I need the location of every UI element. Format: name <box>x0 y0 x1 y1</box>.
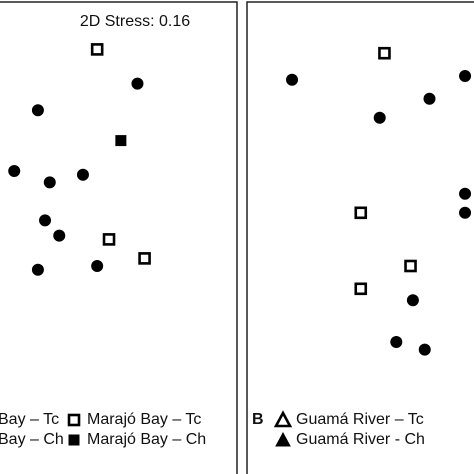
marker-circle <box>406 294 419 307</box>
marker-triangle <box>275 431 291 447</box>
marker-square <box>67 413 81 427</box>
legend-label: Marajó Bay – Tc <box>87 411 201 428</box>
marker-square <box>68 434 80 446</box>
marker-square <box>404 259 417 273</box>
marker-square <box>354 282 368 296</box>
panel-frame <box>0 1 238 474</box>
marker-circle <box>39 214 52 227</box>
marker-circle <box>459 70 472 82</box>
marker-square <box>138 252 151 265</box>
marker-square <box>354 206 368 220</box>
marker-circle <box>8 165 21 177</box>
marker-circle <box>53 229 66 242</box>
marker-circle <box>459 187 472 200</box>
annotation: 2D Stress: 0.16 <box>80 13 190 30</box>
marker-circle <box>91 260 104 272</box>
legend-label: Marajó Bay – Ch <box>87 431 206 448</box>
legend-label: Guamá River – Tc <box>296 411 424 428</box>
marker-square <box>102 233 116 246</box>
marker-square <box>378 46 391 60</box>
legend-label: Bay – Tc <box>0 411 59 428</box>
marker-circle <box>131 77 144 90</box>
marker-circle <box>76 168 89 181</box>
marker-circle <box>286 73 299 86</box>
marker-circle <box>390 336 403 348</box>
marker-circle <box>43 176 56 189</box>
panel-frame <box>246 1 474 474</box>
marker-square <box>115 135 127 147</box>
marker-square <box>90 43 104 56</box>
legend-label: Guamá River - Ch <box>296 431 425 448</box>
marker-circle <box>31 263 44 276</box>
marker-circle <box>418 343 431 356</box>
marker-circle <box>31 104 44 117</box>
marker-circle <box>373 111 386 124</box>
marker-triangle <box>273 410 293 428</box>
marker-circle <box>423 92 436 105</box>
marker-circle <box>459 206 472 219</box>
legend-label: Bay – Ch <box>0 431 64 448</box>
panel-label: B <box>252 411 264 428</box>
